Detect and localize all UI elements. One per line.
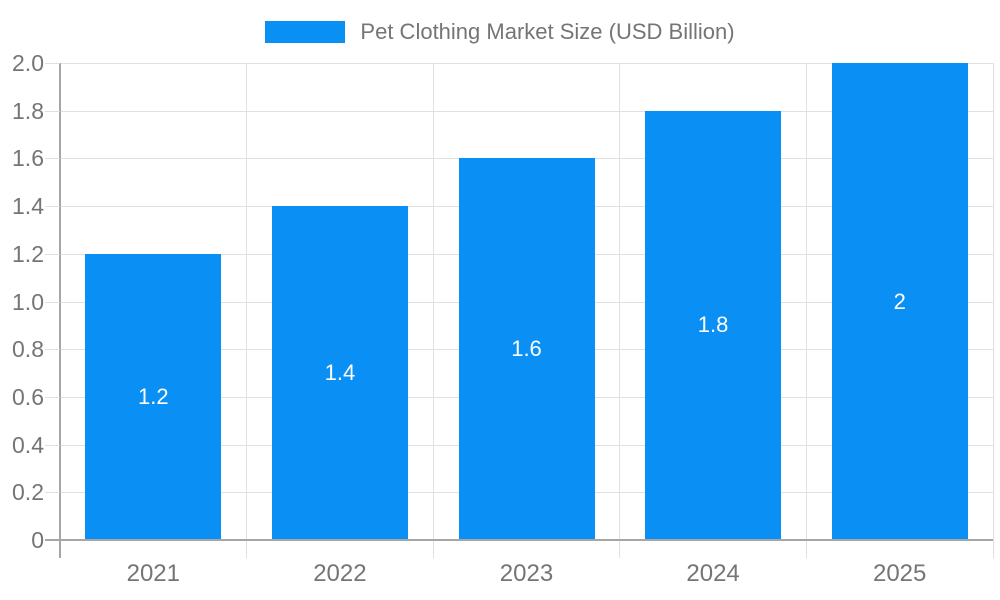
y-axis-tick-label: 0.4	[12, 431, 44, 458]
bar-2022[interactable]	[271, 206, 408, 540]
y-axis-tick-label: 0.6	[12, 383, 44, 410]
y-tick-mark	[45, 492, 60, 494]
bar-value-label: 1.8	[697, 312, 729, 338]
bar-value-label: 1.6	[511, 336, 542, 362]
bar-2021[interactable]	[85, 253, 222, 540]
y-axis-tick-label: 1.4	[12, 193, 44, 220]
y-tick-mark	[45, 206, 60, 208]
y-axis-tick-label: 0.8	[12, 336, 44, 363]
x-axis-category-label: 2021	[126, 560, 180, 587]
y-tick-mark	[45, 444, 60, 446]
y-tick-mark	[45, 158, 60, 160]
legend-swatch-icon	[265, 21, 346, 43]
y-axis-tick-label: 0.2	[12, 479, 44, 506]
bar-2024[interactable]	[645, 110, 782, 540]
x-gridline	[992, 63, 994, 558]
y-axis-line	[59, 63, 61, 558]
x-axis-line	[45, 539, 993, 541]
x-gridline	[805, 63, 807, 558]
x-axis-category-label: 2025	[872, 560, 927, 587]
x-axis-category-label: 2023	[499, 560, 554, 587]
bar-2023[interactable]	[458, 158, 595, 540]
legend[interactable]: Pet Clothing Market Size (USD Billion)	[0, 19, 1000, 45]
y-gridline	[60, 110, 993, 112]
y-axis-tick-label: 1.8	[12, 97, 44, 124]
legend-label: Pet Clothing Market Size (USD Billion)	[360, 19, 735, 44]
y-tick-mark	[45, 253, 60, 255]
x-axis-category-label: 2022	[313, 560, 367, 587]
y-axis-tick-label: 1.6	[12, 145, 44, 172]
bar-value-label: 1.2	[138, 383, 169, 409]
y-tick-mark	[45, 349, 60, 351]
y-tick-mark	[45, 110, 60, 112]
bar-value-label: 1.4	[324, 360, 356, 386]
bar-2025[interactable]	[831, 63, 968, 540]
y-gridline	[60, 63, 993, 64]
x-axis-category-label: 2024	[686, 560, 740, 587]
y-tick-mark	[45, 63, 60, 64]
x-gridline	[246, 63, 248, 558]
plot-area: 1.2 1.4 1.6 1.8 2	[60, 63, 994, 558]
y-axis-tick-label: 1.0	[12, 288, 44, 315]
bar-value-label: 2	[893, 288, 906, 314]
y-tick-mark	[45, 396, 60, 398]
y-tick-mark	[45, 301, 60, 303]
y-axis-tick-label: 2.0	[12, 50, 44, 76]
x-gridline	[619, 63, 621, 558]
y-axis-tick-label: 1.2	[12, 240, 44, 267]
y-axis-tick-label: 0	[31, 527, 44, 553]
x-gridline	[432, 63, 434, 558]
